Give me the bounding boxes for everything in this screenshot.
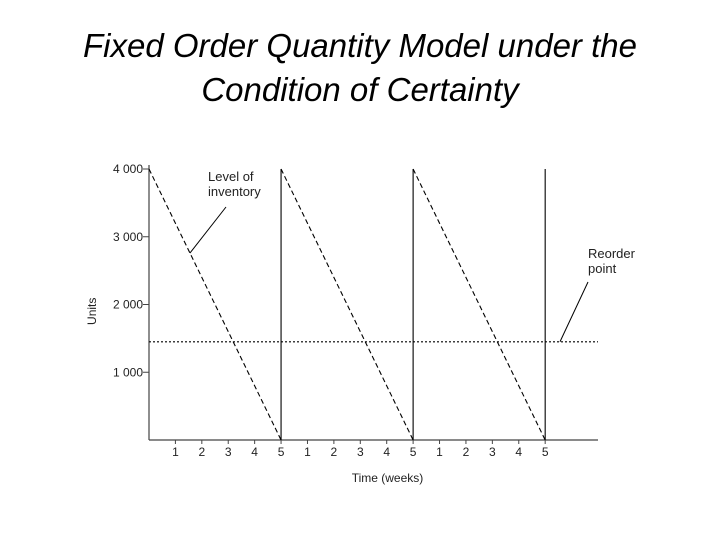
y-axis-label: Units <box>85 298 99 325</box>
inventory-depletion-line <box>412 168 546 441</box>
level-of-inventory-leader <box>189 206 227 254</box>
x-tick-label: 1 <box>172 445 179 459</box>
x-tick-label: 2 <box>198 445 205 459</box>
slide-title: Fixed Order Quantity Model under the Con… <box>0 24 720 112</box>
inventory-depletion-line <box>148 168 282 441</box>
x-tick-label: 3 <box>489 445 496 459</box>
x-axis-label: Time (weeks) <box>352 471 424 485</box>
x-ticks: 1 2 3 4 5 1 2 3 4 5 1 2 3 4 5 <box>172 440 549 459</box>
inventory-depletion-line <box>280 168 414 441</box>
reorder-point-leader <box>559 281 589 342</box>
x-tick-label: 4 <box>251 445 258 459</box>
reorder-point-label: Reorder <box>588 246 636 261</box>
reorder-point-label: point <box>588 261 617 276</box>
y-tick-label: 2 000 <box>113 298 143 312</box>
x-tick-label: 3 <box>225 445 232 459</box>
y-tick-label: 3 000 <box>113 230 143 244</box>
level-of-inventory-label: Level of <box>208 169 254 184</box>
chart-axes: Time (weeks) Units <box>85 165 598 485</box>
x-tick-label: 1 <box>304 445 311 459</box>
y-tick-label: 1 000 <box>113 365 143 379</box>
level-of-inventory-label: inventory <box>208 184 261 199</box>
x-tick-label: 4 <box>383 445 390 459</box>
x-tick-label: 4 <box>515 445 522 459</box>
x-tick-label: 3 <box>357 445 364 459</box>
slide-title-line-1: Fixed Order Quantity Model under the <box>83 27 637 64</box>
y-tick-label: 4 000 <box>113 162 143 176</box>
slide-title-line-2: Condition of Certainty <box>201 71 519 108</box>
x-tick-label: 2 <box>463 445 470 459</box>
series-lines <box>148 168 598 441</box>
x-tick-label: 5 <box>542 445 549 459</box>
x-tick-label: 1 <box>436 445 443 459</box>
x-tick-label: 2 <box>331 445 338 459</box>
x-tick-label: 5 <box>410 445 417 459</box>
x-tick-label: 5 <box>278 445 285 459</box>
y-ticks: 1 000 2 000 3 000 4 000 <box>113 162 149 379</box>
